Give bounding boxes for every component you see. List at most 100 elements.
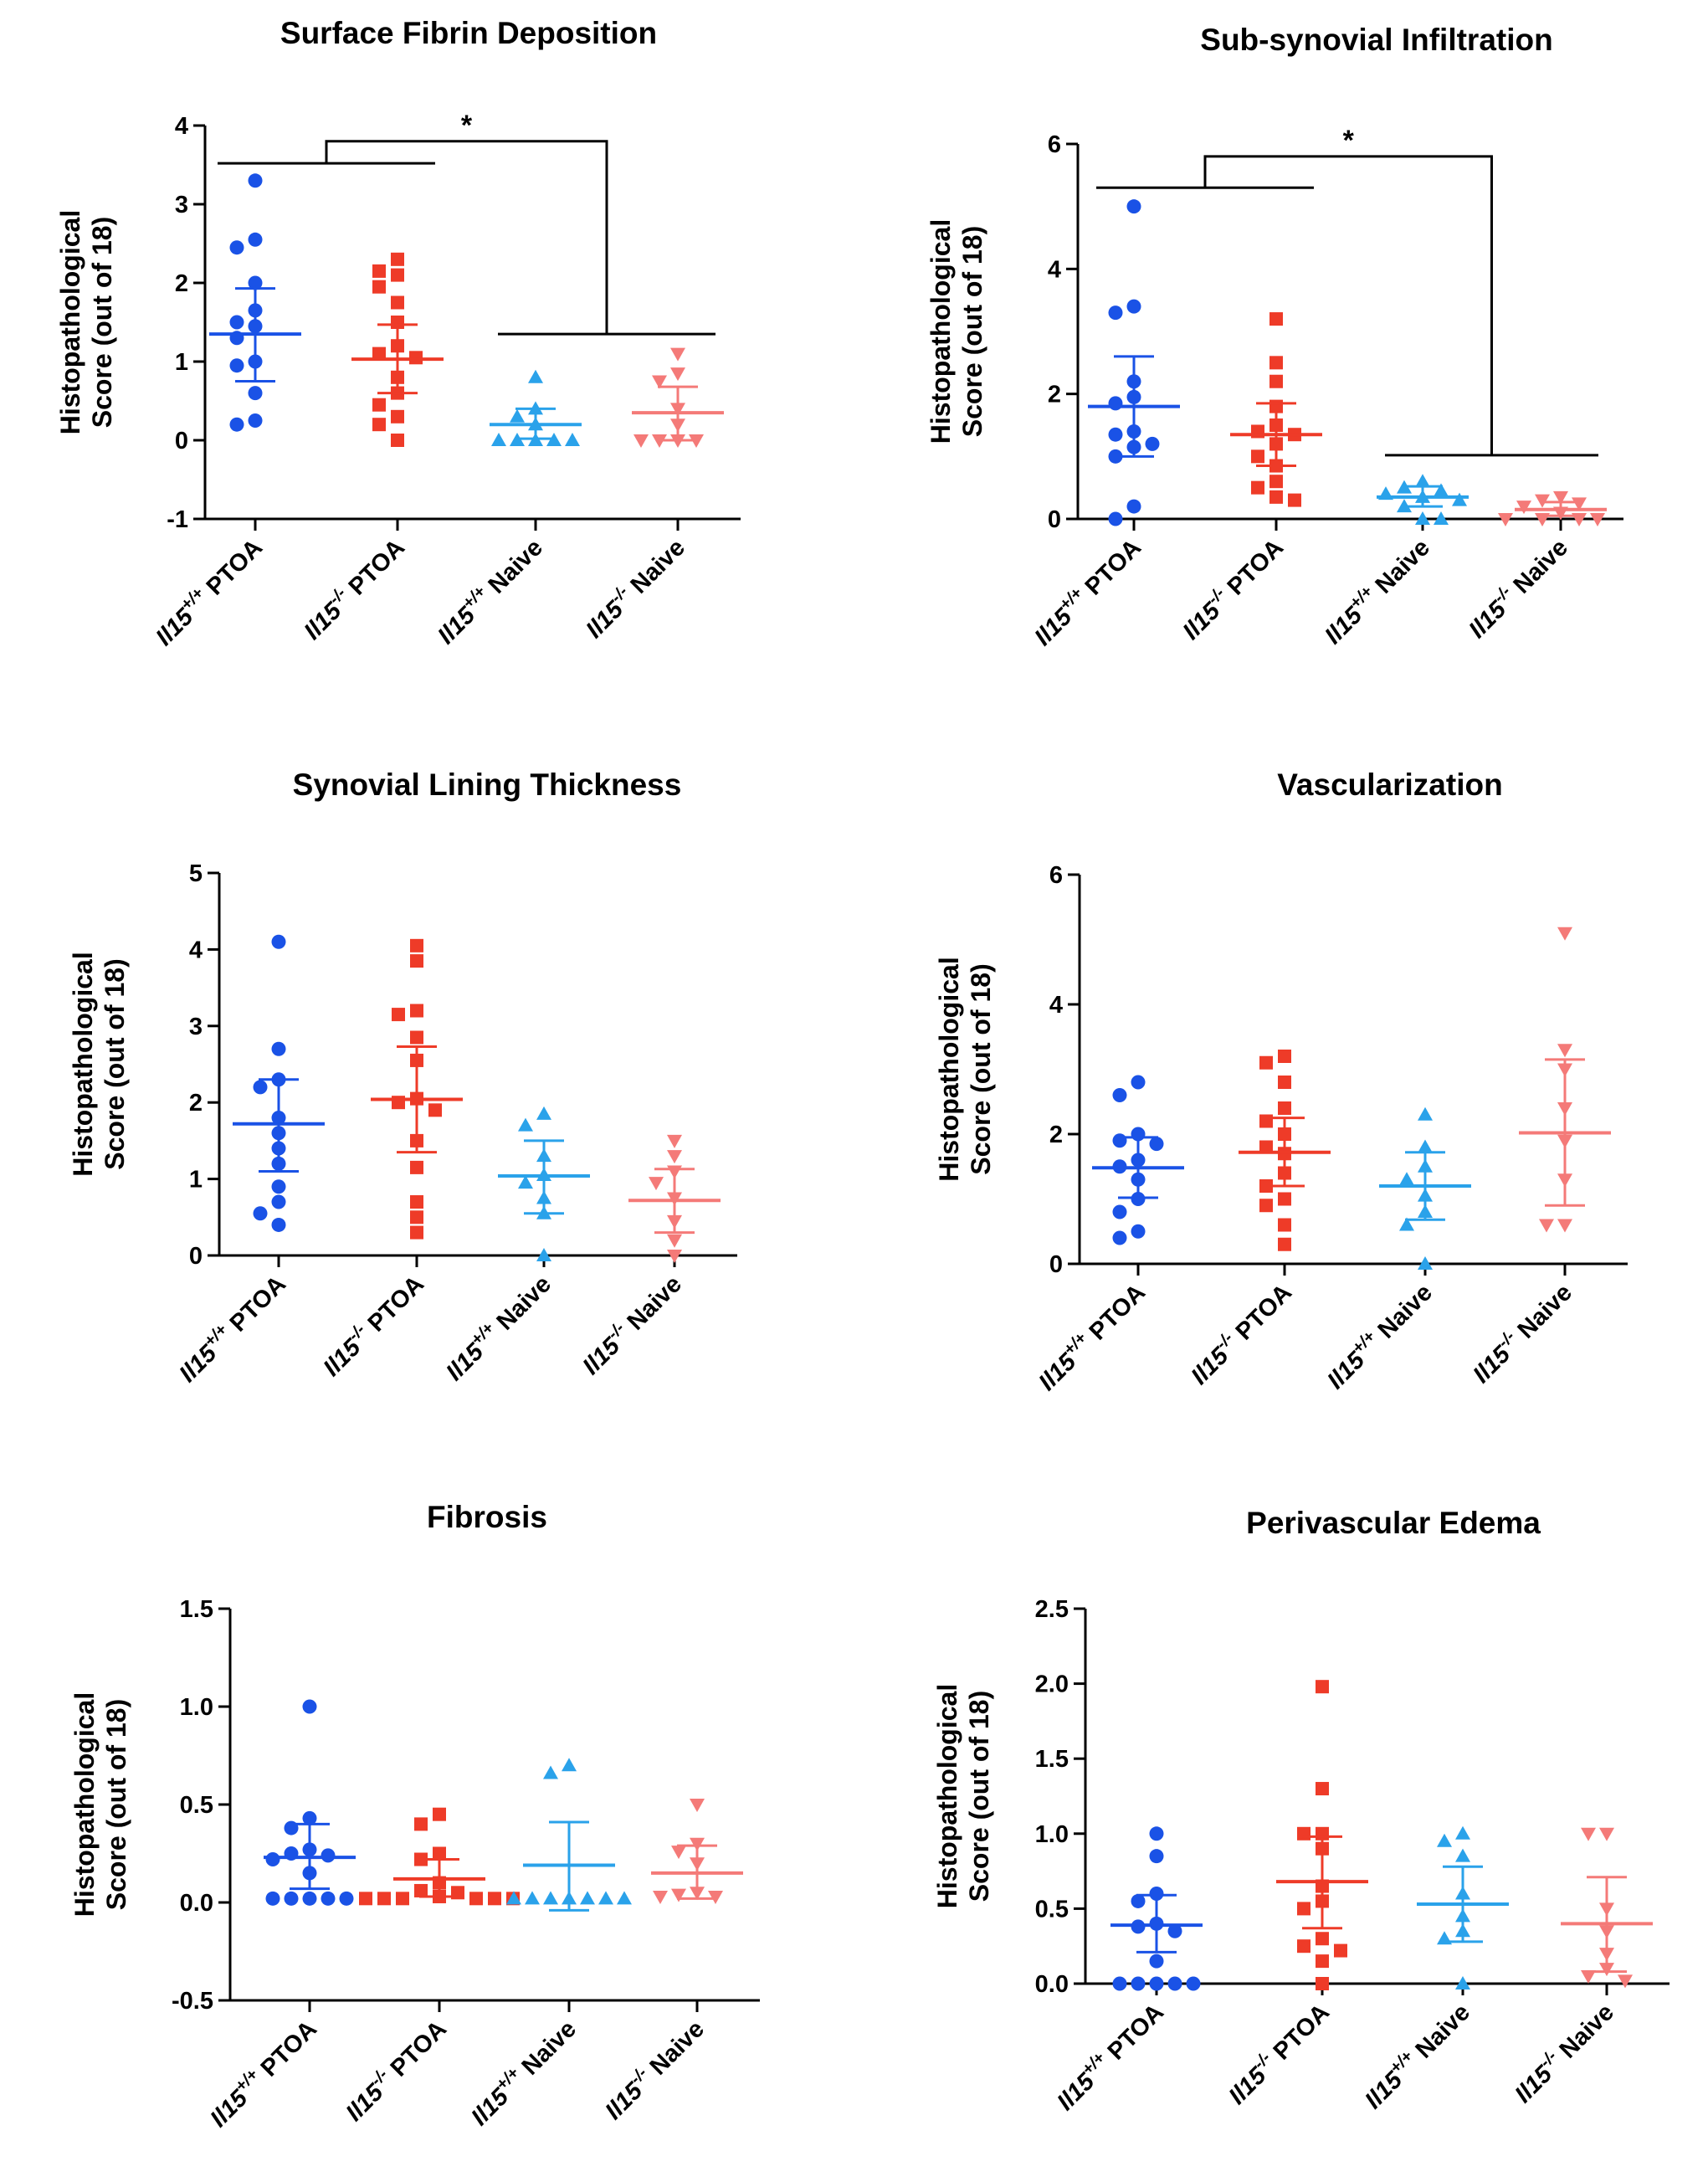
data-point: [1553, 490, 1568, 505]
data-point: [1112, 1230, 1127, 1245]
data-point: [1131, 1976, 1146, 1991]
x-tick-label-condition: Naive: [1366, 534, 1435, 603]
x-tick-label-condition: Naive: [618, 1271, 687, 1340]
data-point: [1316, 1782, 1329, 1796]
chart-title: Sub-synovial Infiltration: [1200, 23, 1552, 57]
y-axis-label: HistopathologicalScore (out of 18): [926, 219, 987, 444]
x-tick-label-condition: PTOA: [1226, 1279, 1297, 1350]
x-tick-label: Il15+/+ PTOA: [1032, 1276, 1151, 1395]
x-tick-label-condition: PTOA: [358, 1271, 429, 1342]
data-point: [1269, 312, 1283, 326]
data-point: [1149, 1976, 1164, 1991]
significance-label: *: [461, 110, 473, 141]
x-tick-label: Il15+/+ PTOA: [1028, 531, 1146, 650]
data-point: [1278, 1218, 1291, 1232]
data-point: [1167, 1976, 1182, 1991]
y-tick-label: 2.0: [1035, 1671, 1069, 1698]
data-point: [359, 1892, 372, 1906]
y-tick-label: 1: [189, 1167, 203, 1194]
x-tick-label-condition: PTOA: [381, 2015, 452, 2087]
data-point: [1599, 1827, 1614, 1841]
y-tick-label: 3: [175, 192, 188, 218]
data-point: [391, 409, 404, 424]
data-point: [1278, 1101, 1291, 1115]
data-point: [271, 1217, 286, 1232]
data-point: [536, 1106, 551, 1120]
group-4: Il15-/- Naive: [577, 1134, 721, 1380]
data-point: [1452, 492, 1467, 506]
data-point: [1455, 1976, 1470, 1989]
y-axis-label-line: Histopathological: [69, 1692, 100, 1917]
data-point: [229, 417, 244, 432]
y-tick-label: 1.0: [180, 1694, 213, 1721]
data-point: [1269, 356, 1283, 370]
data-point: [518, 1117, 533, 1132]
data-point: [562, 1758, 577, 1772]
x-tick-label: Il15+/+ PTOA: [172, 1268, 291, 1387]
data-point: [670, 347, 685, 362]
significance-label: *: [1343, 125, 1355, 157]
data-point: [543, 1891, 558, 1905]
data-point: [1316, 1977, 1329, 1990]
y-tick-label: 0: [189, 1243, 203, 1270]
x-tick-label-condition: PTOA: [1098, 1999, 1169, 2070]
data-point: [321, 1848, 336, 1863]
data-point: [1251, 449, 1264, 464]
data-point: [253, 1206, 268, 1221]
data-point: [1149, 1886, 1164, 1901]
data-point: [1498, 513, 1513, 526]
group-1: Il15+/+ PTOA: [172, 934, 325, 1388]
data-point: [652, 375, 667, 389]
data-point: [248, 413, 263, 428]
data-point: [1418, 1139, 1433, 1153]
data-point: [1269, 475, 1283, 489]
group-2: Il15-/- PTOA: [339, 1807, 520, 2127]
data-point: [392, 1008, 405, 1022]
group-2: Il15-/- PTOA: [1186, 1050, 1331, 1390]
y-tick-label: 2.5: [1035, 1596, 1069, 1623]
data-point: [1590, 513, 1605, 526]
data-point: [1316, 1954, 1329, 1969]
y-tick-label: 2: [175, 270, 188, 297]
data-point: [321, 1891, 336, 1906]
data-point: [1149, 1137, 1164, 1152]
bracket-connector: [1203, 155, 1493, 455]
x-tick-label-condition: PTOA: [339, 534, 410, 605]
y-axis-label: HistopathologicalScore (out of 18): [932, 1684, 994, 1908]
y-tick-label: 2: [1049, 1122, 1063, 1148]
data-point: [1418, 1256, 1433, 1270]
data-point: [1557, 1044, 1572, 1058]
x-tick-label: Il15-/- Naive: [579, 531, 690, 643]
y-tick-label: 0: [175, 428, 188, 454]
y-tick-label: 4: [175, 113, 188, 140]
significance-bracket: *: [218, 110, 716, 336]
x-tick-label: Il15-/- PTOA: [1222, 1996, 1335, 2109]
x-tick-label-condition: PTOA: [1218, 534, 1289, 605]
data-point: [1278, 1237, 1291, 1251]
x-tick-label: Il15-/- PTOA: [1176, 531, 1289, 644]
data-point: [271, 934, 286, 949]
data-point: [1437, 1833, 1452, 1847]
data-point: [1618, 1974, 1633, 1989]
data-point: [488, 1892, 501, 1906]
data-point: [414, 1883, 428, 1897]
data-point: [410, 1225, 423, 1240]
group-4: Il15-/- Naive: [1510, 1827, 1653, 2108]
data-point: [1108, 305, 1123, 321]
x-tick-label: Il15-/- PTOA: [339, 2013, 452, 2126]
data-point: [667, 1234, 682, 1248]
data-point: [410, 1210, 423, 1224]
x-tick-label-condition: PTOA: [1075, 534, 1146, 605]
panel-4: Vascularization HistopathologicalScore (o…: [934, 768, 1628, 1396]
data-point: [265, 1852, 280, 1867]
x-tick-label: Il15-/- Naive: [1462, 531, 1573, 643]
data-point: [229, 315, 244, 330]
data-point: [580, 1891, 595, 1905]
x-tick-label: Il15-/- PTOA: [316, 1268, 429, 1381]
data-point: [1581, 1970, 1596, 1984]
group-3: Il15+/+ Naive: [433, 369, 582, 649]
data-point: [248, 386, 263, 401]
group-1: Il15+/+ PTOA: [151, 173, 301, 651]
y-axis-label-line: Histopathological: [55, 210, 85, 434]
